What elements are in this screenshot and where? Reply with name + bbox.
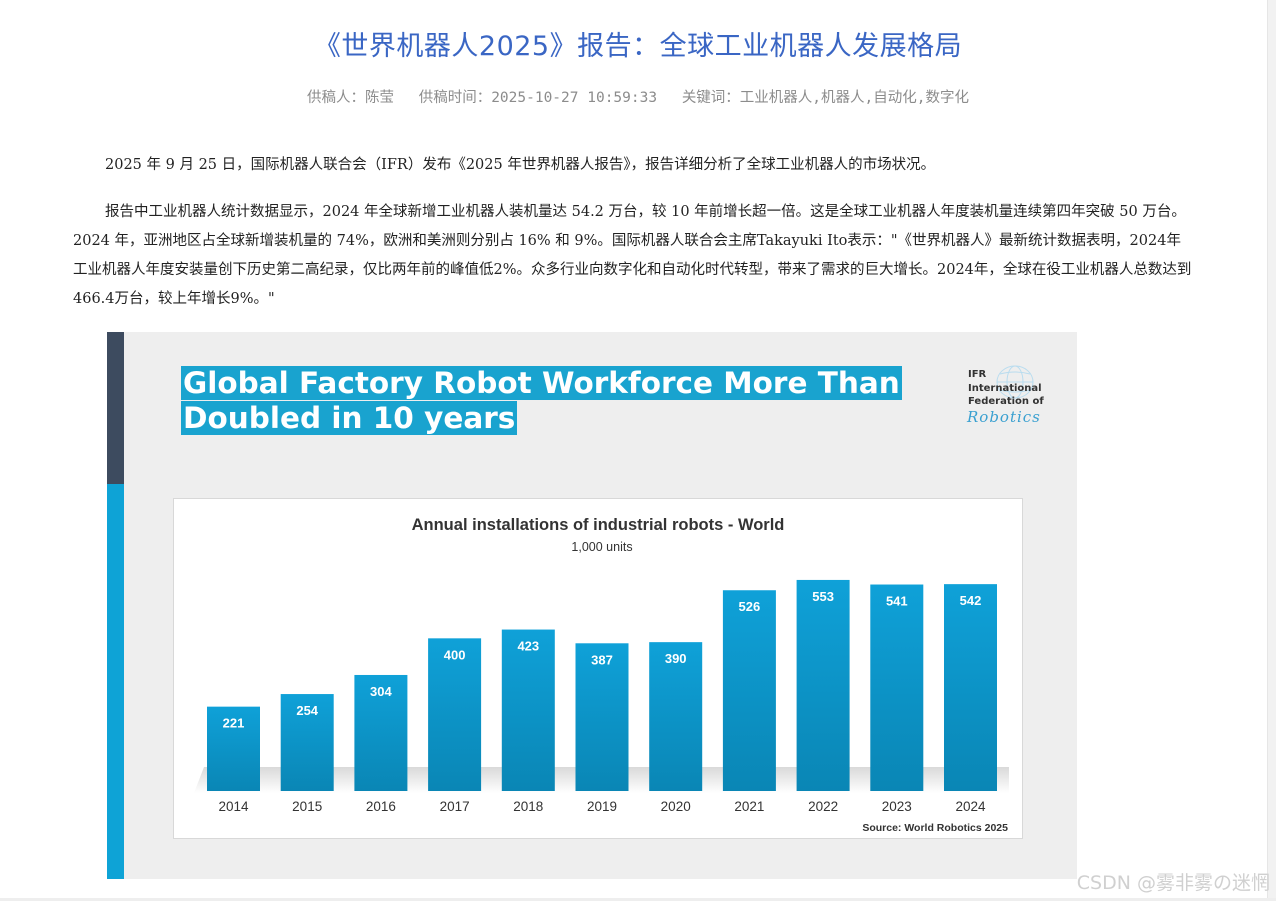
chart-panel: Annual installations of industrial robot… [173, 498, 1023, 839]
bar-chart: Annual installations of industrial robot… [194, 516, 1009, 834]
bar-2023 [870, 584, 924, 791]
bar-value-label-2015: 254 [296, 703, 318, 718]
globe-icon [996, 365, 1034, 399]
bar-2019 [575, 643, 629, 791]
x-tick-label-2017: 2017 [440, 799, 470, 814]
logo-line-1: IFR [968, 369, 987, 380]
bar-value-label-2020: 390 [665, 651, 687, 666]
bar-2015 [280, 694, 334, 791]
x-tick-label-2014: 2014 [218, 799, 249, 814]
csdn-watermark: CSDN @雾非雾の迷惘 [1076, 872, 1270, 894]
ifr-logo-text: IFR International Federation of [968, 368, 1044, 409]
page-scrollbar-edge[interactable] [1267, 0, 1276, 901]
logo-line-3: Federation of [968, 396, 1044, 407]
bar-2018 [501, 629, 555, 791]
x-tick-label-2024: 2024 [955, 799, 986, 814]
bars-layer: 221 2014 254 2015 304 2016 400 2017 423 2018 387 20… [207, 579, 997, 814]
figure-accent-blue [107, 484, 124, 879]
figure-headline-line-2: Doubled in 10 years [181, 401, 518, 435]
article-paragraph-2: 报告中工业机器人统计数据显示，2024 年全球新增工业机器人装机量达 54.2 … [73, 204, 1192, 307]
article-paragraph-1: 2025 年 9 月 25 日，国际机器人联合会（IFR）发布《2025 年世界… [105, 157, 936, 173]
bar-value-label-2024: 542 [960, 593, 982, 608]
x-tick-label-2019: 2019 [587, 799, 617, 814]
x-tick-label-2016: 2016 [366, 799, 396, 814]
x-tick-label-2021: 2021 [734, 799, 764, 814]
bar-2021 [722, 590, 776, 791]
x-tick-label-2018: 2018 [513, 799, 543, 814]
meta-time: 供稿时间：2025-10-27 10:59:33 [418, 90, 658, 106]
x-tick-label-2023: 2023 [882, 799, 912, 814]
figure-headline-line-1: Global Factory Robot Workforce More Than [181, 366, 902, 400]
bar-value-label-2023: 541 [886, 594, 908, 609]
chart-subtitle: 1,000 units [571, 540, 632, 554]
bar-2017 [428, 638, 482, 791]
bar-value-label-2016: 304 [370, 684, 392, 699]
bar-2024 [944, 584, 997, 791]
bar-value-label-2019: 387 [591, 652, 613, 667]
bar-2020 [649, 642, 703, 791]
bar-value-label-2014: 221 [223, 716, 245, 731]
bar-value-label-2022: 553 [812, 589, 834, 604]
logo-script: Robotics [967, 408, 1041, 426]
figure-accent-dark [107, 332, 124, 484]
article-meta: 供稿人：陈莹 供稿时间：2025-10-27 10:59:33 关键词：工业机器… [0, 86, 1276, 107]
bar-2014 [207, 706, 260, 791]
bar-value-label-2021: 526 [739, 599, 761, 614]
ifr-logo: IFR International Federation of Robotics [967, 365, 1077, 430]
bar-2016 [354, 674, 408, 791]
figure-headline: Global Factory Robot Workforce More Than… [181, 366, 902, 436]
x-tick-label-2020: 2020 [661, 799, 691, 814]
bar-value-label-2017: 400 [444, 647, 466, 662]
meta-author: 供稿人：陈莹 [306, 90, 394, 106]
x-tick-label-2022: 2022 [808, 799, 838, 814]
chart-title: Annual installations of industrial robot… [412, 516, 785, 534]
bar-value-label-2018: 423 [517, 639, 539, 654]
article-title: 《世界机器人2025》报告：全球工业机器人发展格局 [313, 31, 963, 62]
report-figure: Global Factory Robot Workforce More Than… [107, 332, 1077, 879]
chart-source: Source: World Robotics 2025 [862, 822, 1008, 834]
page-bottom-edge [0, 898, 1276, 901]
meta-keywords: 关键词：工业机器人,机器人,自动化,数字化 [681, 90, 970, 106]
bar-2022 [796, 579, 850, 791]
logo-line-2: International [968, 382, 1042, 394]
x-tick-label-2015: 2015 [292, 799, 322, 814]
